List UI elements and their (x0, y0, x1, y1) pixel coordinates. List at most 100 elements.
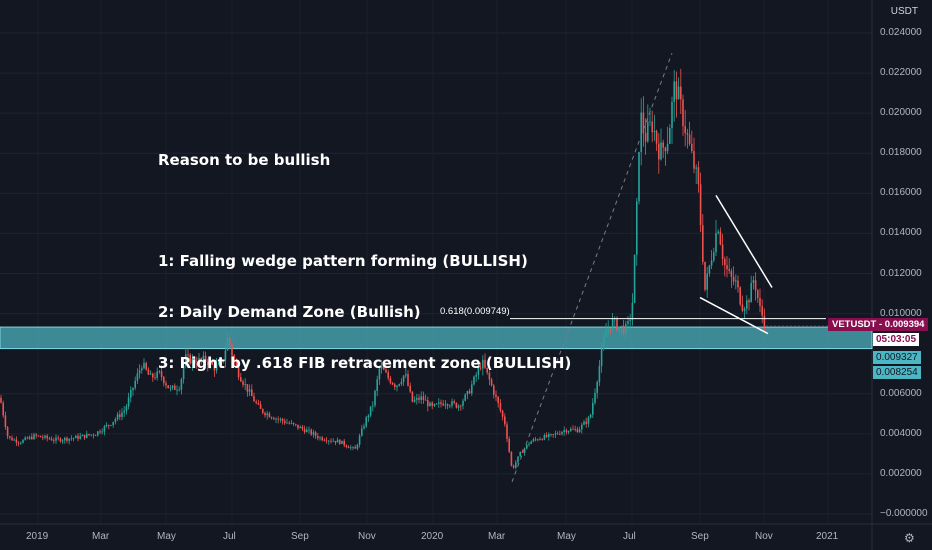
candle-body (369, 406, 372, 416)
candle-body (757, 290, 759, 299)
candle-body (123, 410, 125, 413)
candle-body (200, 358, 202, 360)
candle-body (35, 434, 37, 436)
candle-body (409, 385, 411, 392)
x-tick-label: Jul (223, 531, 236, 542)
candle-body (561, 431, 563, 435)
candle-body (581, 424, 583, 430)
candle-body (394, 384, 396, 388)
candle-body (400, 381, 403, 385)
candle-body (347, 446, 350, 449)
candle-body (572, 429, 574, 430)
candle-body (563, 430, 565, 432)
candle-body (187, 354, 189, 356)
candle-body (710, 260, 713, 266)
candle-body (174, 385, 176, 390)
candle-body (512, 465, 515, 468)
candle-body (539, 438, 541, 440)
candle-body (237, 367, 240, 378)
candle-body (180, 379, 183, 390)
candle-body (202, 355, 205, 360)
x-tick-label: 2021 (816, 531, 839, 542)
candle-body (218, 362, 220, 365)
note-reason-3: 3: Right by .618 FIB retracement zone (B… (158, 354, 572, 372)
candle-body (310, 429, 312, 435)
candle-body (567, 431, 570, 433)
candle-body (427, 399, 429, 407)
candle-body (169, 387, 172, 389)
candle-body (763, 315, 766, 327)
candle-body (455, 402, 458, 408)
candle-body (185, 354, 187, 366)
candle-body (152, 373, 154, 378)
y-tick-label: 0.002000 (880, 467, 922, 479)
candle-body (721, 244, 724, 260)
candle-body (308, 429, 310, 431)
candle-body (451, 401, 453, 406)
candle-body (343, 440, 345, 446)
candle-body (207, 361, 209, 366)
candle-body (224, 350, 227, 361)
candle-body (119, 414, 121, 417)
settings-gear-icon[interactable]: ⚙ (904, 531, 915, 545)
candle-body (321, 437, 323, 441)
candle-body (11, 437, 13, 441)
candle-body (589, 414, 592, 418)
candle-body (402, 375, 405, 382)
candle-body (372, 405, 374, 407)
candle-body (449, 405, 451, 407)
candle-body (684, 126, 686, 134)
candle-body (534, 439, 537, 441)
candle-body (178, 389, 180, 391)
candle-body (647, 121, 649, 142)
candle-body (94, 435, 97, 436)
candle-body (506, 424, 508, 439)
candle-body (233, 355, 235, 362)
candle-body (682, 99, 684, 127)
candle-body (453, 401, 455, 403)
candle-body (719, 231, 722, 245)
candle-body (336, 439, 339, 443)
candle-body (662, 142, 664, 148)
wedge-lower-line[interactable] (699, 296, 769, 335)
candle-body (517, 456, 519, 463)
candle-body (501, 410, 504, 417)
y-tick-label: 0.010000 (880, 307, 922, 319)
analysis-note[interactable]: Reason to be bullish 1: Falling wedge pa… (158, 118, 571, 389)
x-tick-label: 2019 (26, 531, 49, 542)
candle-body (387, 372, 389, 379)
demand-zone[interactable] (0, 326, 873, 350)
candle-body (488, 372, 491, 380)
candle-body (295, 424, 297, 425)
candle-body (587, 417, 590, 424)
candle-body (466, 391, 469, 395)
candle-body (114, 419, 117, 422)
candle-body (638, 152, 640, 202)
candle-body (328, 440, 330, 442)
candle-body (761, 306, 763, 316)
candle-body (629, 319, 631, 321)
candle-body (605, 331, 607, 338)
candle-body (112, 421, 114, 426)
pair-name: VETUSDT (832, 319, 877, 330)
candle-body (211, 361, 213, 365)
x-tick-label: Sep (291, 531, 309, 542)
candle-body (193, 358, 196, 364)
candle-body (17, 442, 20, 444)
x-tick-label: Mar (488, 531, 506, 542)
y-tick-label: 0.022000 (880, 67, 922, 79)
candle-body (739, 287, 741, 305)
candle-body (270, 417, 273, 419)
wedge-upper-line[interactable] (715, 194, 773, 288)
candle-body (422, 396, 425, 400)
candle-body (158, 371, 161, 372)
candle-body (420, 396, 422, 400)
candle-body (548, 434, 550, 437)
candle-body (288, 422, 290, 424)
candle-body (724, 259, 726, 266)
candle-body (319, 437, 321, 439)
candle-body (497, 396, 499, 404)
candle-body (105, 424, 108, 427)
candle-body (600, 348, 603, 366)
